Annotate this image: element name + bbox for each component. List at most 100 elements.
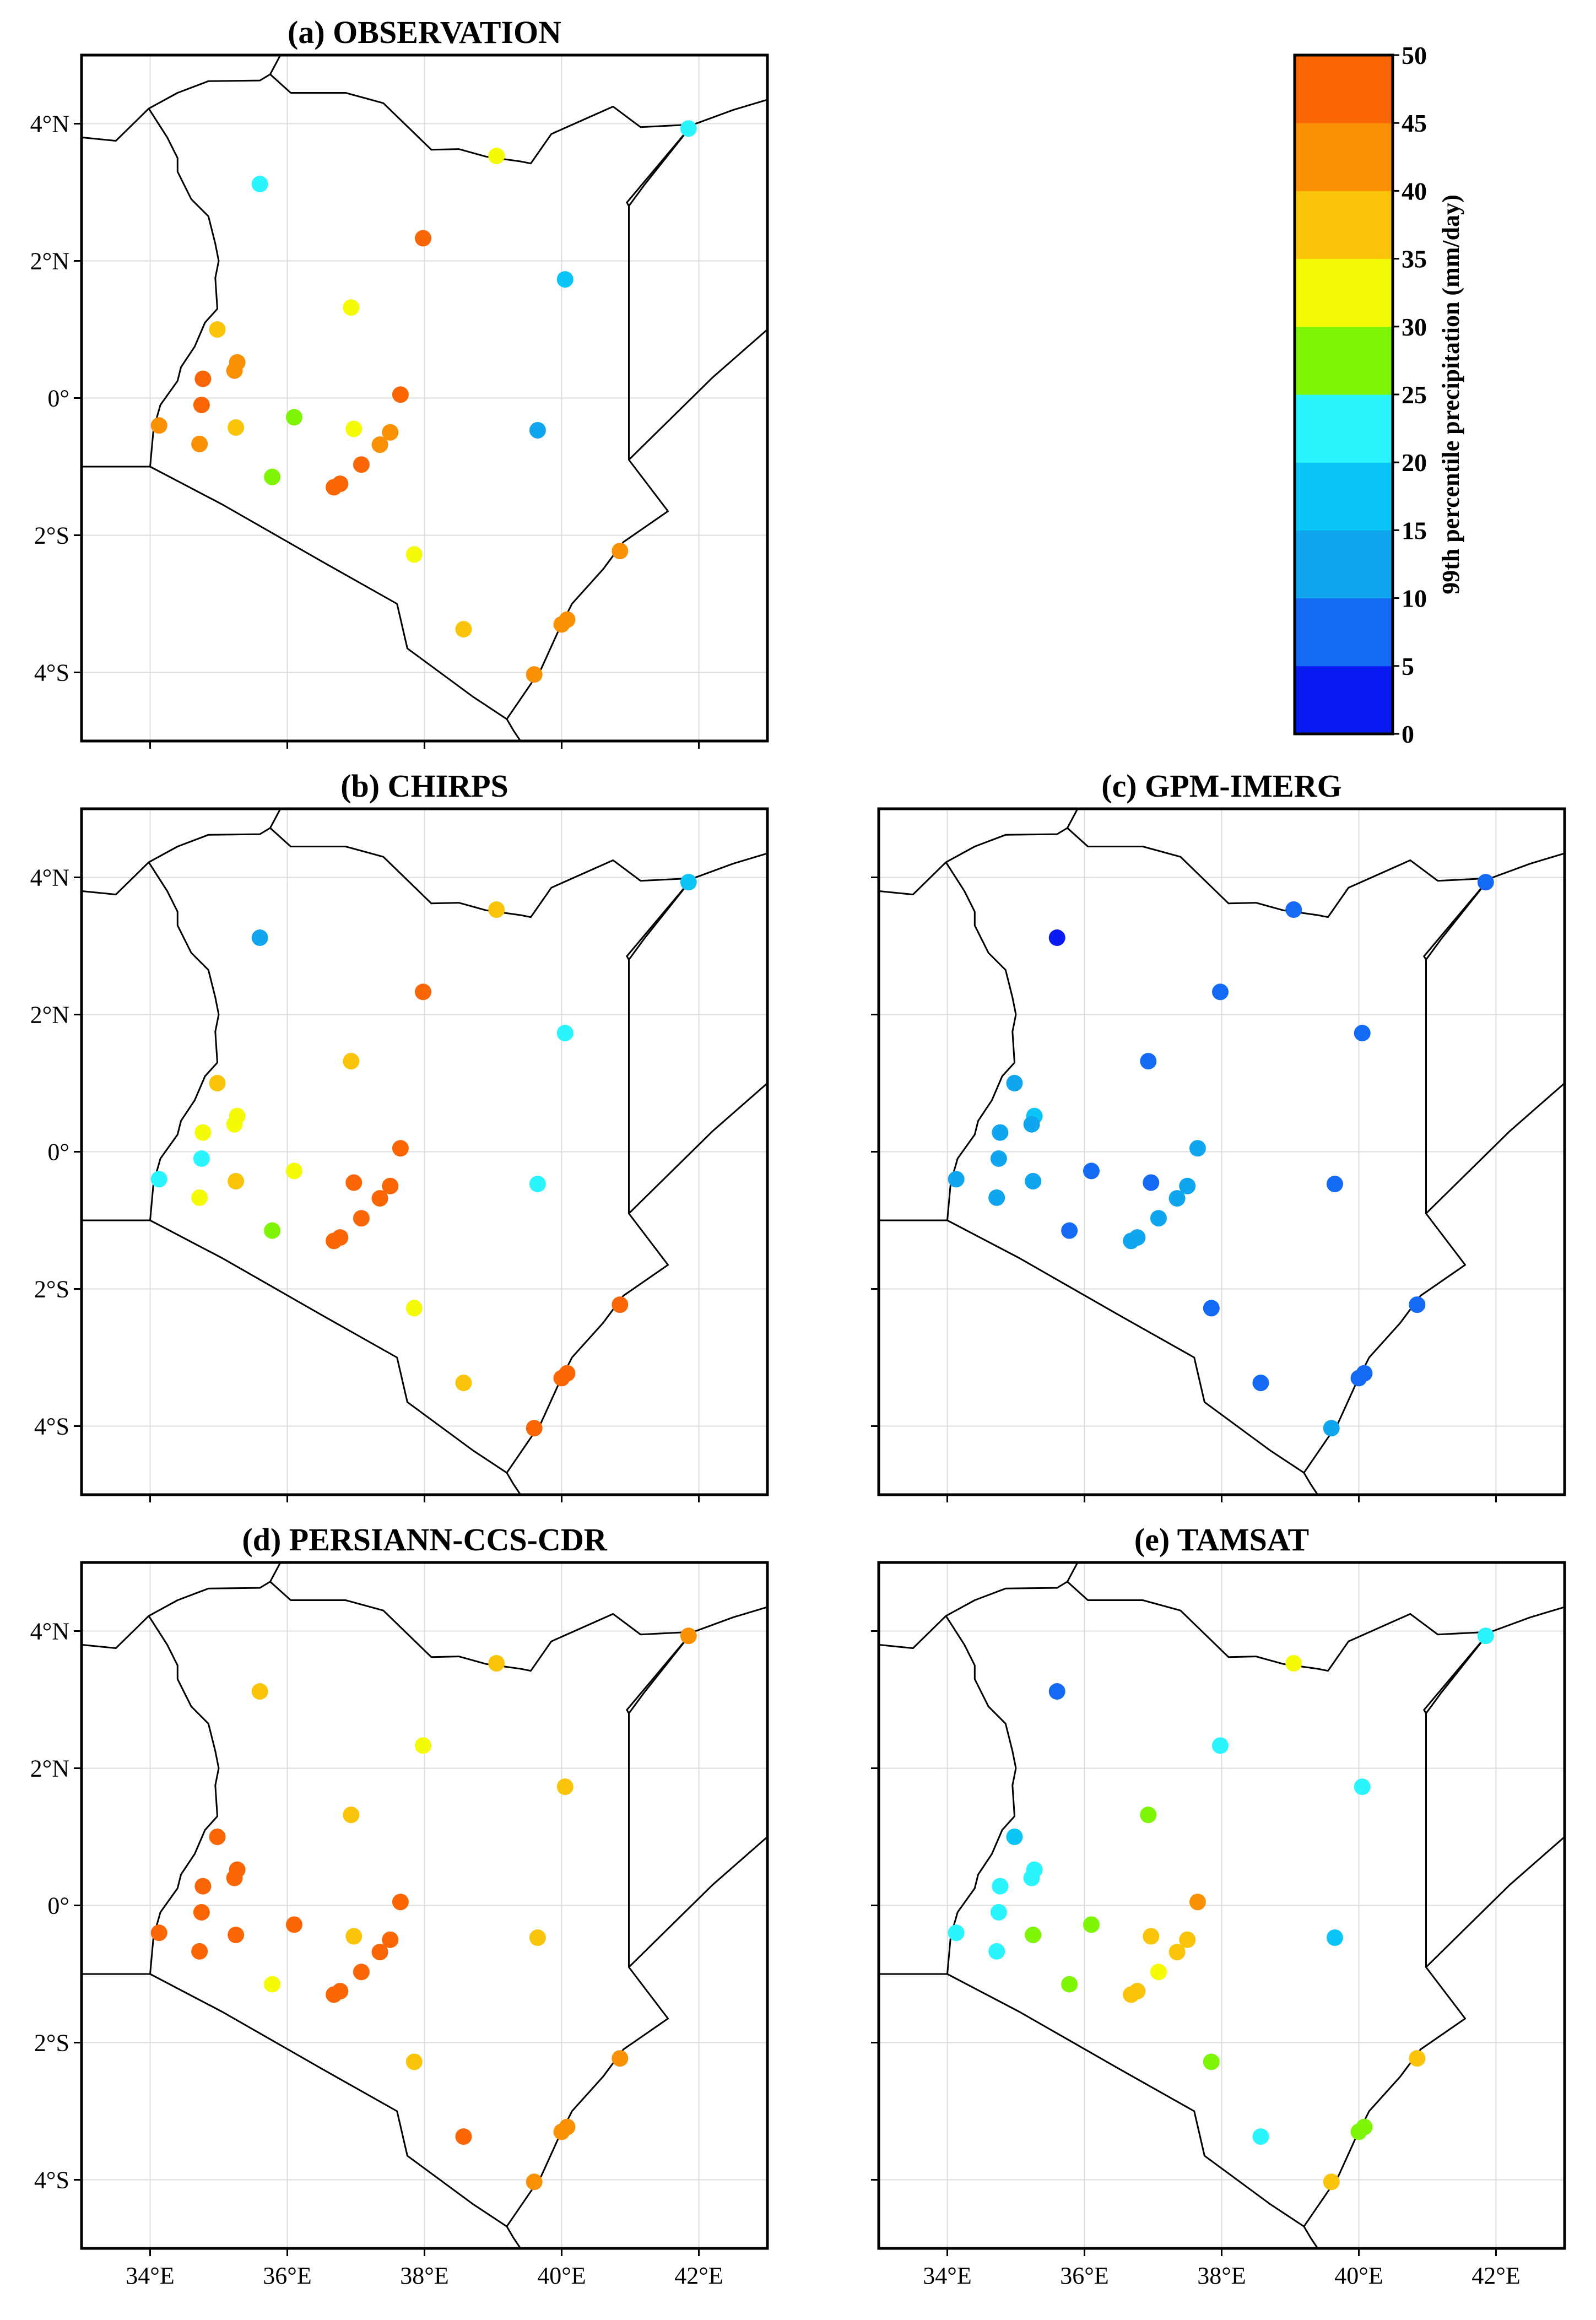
station-point xyxy=(1179,1177,1196,1194)
station-point xyxy=(488,148,505,165)
station-point xyxy=(529,1929,546,1946)
neighbour-border xyxy=(1425,1836,1565,1968)
neighbour-border xyxy=(269,1562,282,1582)
neighbour-border xyxy=(506,718,522,741)
neighbour-border xyxy=(1422,1632,1490,1714)
station-point xyxy=(1025,1927,1042,1944)
station-point xyxy=(1083,1916,1100,1933)
station-point xyxy=(1477,874,1494,891)
map-area xyxy=(879,1562,1565,2248)
station-point xyxy=(1143,1928,1160,1945)
station-point xyxy=(226,1869,243,1886)
station-point xyxy=(948,1171,965,1188)
station-point xyxy=(345,1928,363,1945)
x-tick-label: 34°E xyxy=(923,2262,971,2289)
station-point xyxy=(226,362,243,379)
neighbour-border xyxy=(506,1472,522,1495)
map-panel: (a) OBSERVATION 4°N 2°N 0° 2°S 4°S xyxy=(30,14,769,749)
station-point xyxy=(264,1222,281,1239)
station-point xyxy=(1409,1296,1426,1313)
x-tick-label: 42°E xyxy=(1471,2262,1520,2289)
station-point xyxy=(988,1189,1005,1206)
x-tick-label: 36°E xyxy=(263,2262,311,2289)
station-point xyxy=(990,1903,1007,1921)
y-tick-label: 4°N xyxy=(30,1618,69,1645)
station-point xyxy=(209,1075,226,1091)
neighbour-border xyxy=(879,1615,947,1650)
map-panels: (a) OBSERVATION 4°N 2°N 0° 2°S 4°S (b) CHIRPS 4… xyxy=(30,14,1566,2289)
y-tick-label: 0° xyxy=(47,1139,69,1166)
y-tick-label: 2°S xyxy=(34,522,69,549)
station-point xyxy=(251,1683,268,1700)
neighbour-border xyxy=(1067,1562,1079,1582)
y-tick-label: 4°S xyxy=(34,2167,69,2194)
station-point xyxy=(326,479,343,496)
x-tick-label: 42°E xyxy=(674,2262,723,2289)
station-point xyxy=(285,1916,302,1933)
station-point xyxy=(1123,1232,1140,1250)
station-point xyxy=(1252,2128,1269,2145)
neighbour-border xyxy=(269,809,282,829)
station-point xyxy=(1285,901,1302,918)
neighbour-border xyxy=(625,878,693,960)
colorbar-tick-label: 50 xyxy=(1402,41,1427,69)
neighbour-border xyxy=(1425,1082,1565,1214)
map-panel: (e) TAMSAT 34°E 36°E 38°E 40°E 42°E xyxy=(871,1522,1566,2289)
station-point xyxy=(264,468,281,485)
station-point xyxy=(612,2050,629,2067)
station-point xyxy=(612,1296,629,1313)
station-point xyxy=(371,1190,388,1207)
colorbar-band xyxy=(1295,394,1393,463)
country-border-kenya xyxy=(945,827,1490,1474)
station-point xyxy=(1083,1162,1100,1180)
colorbar-tick-label: 10 xyxy=(1402,585,1427,613)
y-tick-label: 2°S xyxy=(34,1276,69,1303)
station-point xyxy=(1477,1627,1494,1645)
station-point xyxy=(415,230,432,247)
station-point xyxy=(1252,1375,1269,1392)
neighbour-border xyxy=(628,1082,767,1214)
station-point xyxy=(556,1025,574,1042)
panel-title: (e) TAMSAT xyxy=(1134,1522,1309,1558)
station-point xyxy=(556,1778,574,1796)
station-point xyxy=(1179,1931,1196,1948)
station-point xyxy=(415,1737,432,1754)
station-point xyxy=(191,1189,208,1206)
station-point xyxy=(382,424,399,441)
station-point xyxy=(392,1140,409,1157)
country-border-kenya xyxy=(945,1581,1490,2227)
x-tick-label: 40°E xyxy=(537,2262,586,2289)
station-point xyxy=(191,1943,208,1960)
station-point xyxy=(251,176,268,193)
station-point xyxy=(191,435,208,452)
station-point xyxy=(948,1924,965,1942)
station-point xyxy=(1212,983,1229,1001)
x-tick-label: 34°E xyxy=(126,2262,174,2289)
neighbour-border xyxy=(628,1836,767,1968)
station-point xyxy=(194,1878,212,1895)
station-point xyxy=(285,409,302,426)
station-point xyxy=(405,546,423,563)
colorbar-band xyxy=(1295,666,1393,734)
country-border-kenya xyxy=(148,73,693,720)
x-tick-label: 36°E xyxy=(1060,2262,1108,2289)
neighbour-border xyxy=(82,1615,150,1650)
neighbour-border xyxy=(269,55,282,75)
station-point xyxy=(526,1420,543,1437)
colorbar-label: 99th percentile precipitation (mm/day) xyxy=(1437,194,1464,594)
map-panel: (c) GPM-IMERG xyxy=(871,768,1566,1502)
station-point xyxy=(526,666,543,683)
station-point xyxy=(1140,1807,1157,1824)
station-point xyxy=(1143,1174,1160,1191)
station-point xyxy=(612,543,629,560)
station-point xyxy=(285,1162,302,1180)
neighbour-border xyxy=(1489,1606,1565,1634)
neighbour-border xyxy=(82,108,150,142)
station-point xyxy=(553,2123,570,2140)
station-point xyxy=(382,1177,399,1194)
station-point xyxy=(455,621,472,638)
map-area xyxy=(82,55,767,741)
station-point xyxy=(193,1903,210,1921)
country-border-kenya xyxy=(148,1581,693,2227)
colorbar-tick-label: 5 xyxy=(1402,652,1414,680)
